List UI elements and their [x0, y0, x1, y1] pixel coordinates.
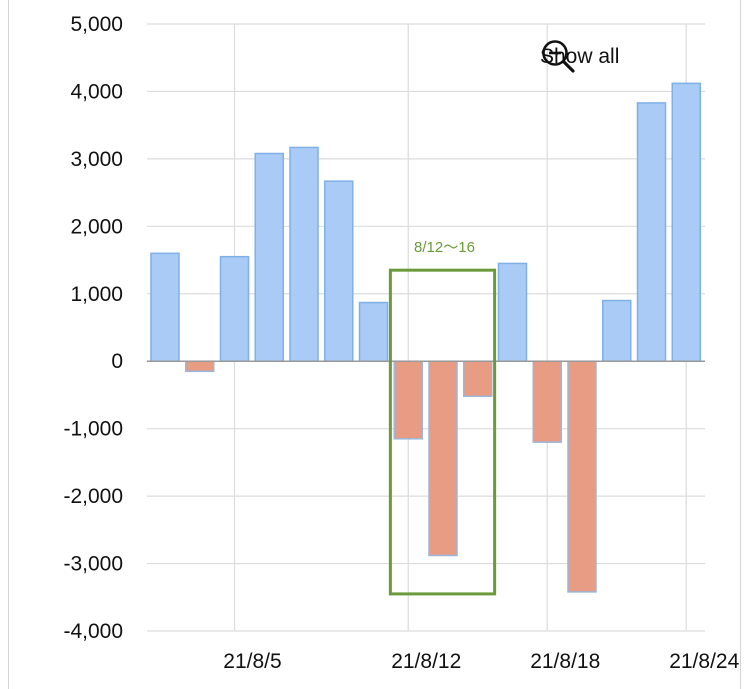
show-all-button[interactable]: Show all — [540, 38, 619, 76]
highlight-box — [388, 268, 497, 596]
y-tick-label: 2,000 — [70, 215, 123, 238]
y-tick-label: 1,000 — [70, 283, 123, 306]
y-tick-label: -4,000 — [63, 620, 123, 643]
y-tick-label: -3,000 — [63, 553, 123, 576]
bar[interactable] — [185, 360, 215, 373]
x-tick-label: 21/8/12 — [391, 650, 461, 673]
bar[interactable] — [463, 360, 493, 398]
bar[interactable] — [636, 102, 667, 362]
bar[interactable] — [289, 146, 319, 362]
bar[interactable] — [358, 301, 389, 362]
bar[interactable] — [254, 152, 284, 362]
y-tick-label: 3,000 — [70, 148, 123, 171]
x-tick-label: 21/8/24 — [669, 650, 739, 673]
zoom-out-icon — [542, 40, 575, 73]
y-tick-label: -2,000 — [63, 485, 123, 508]
bar[interactable] — [219, 255, 250, 362]
bar[interactable] — [393, 360, 423, 440]
x-tick-label: 21/8/5 — [223, 650, 281, 673]
bar[interactable] — [567, 360, 597, 593]
bar[interactable] — [324, 180, 354, 362]
y-tick-label: 4,000 — [70, 80, 123, 103]
y-tick-label: 5,000 — [70, 13, 123, 36]
y-tick-label: -1,000 — [63, 418, 123, 441]
bar[interactable] — [150, 252, 180, 362]
x-tick-label: 21/8/18 — [530, 650, 600, 673]
y-tick-label: 0 — [111, 350, 123, 373]
bar[interactable] — [602, 299, 632, 362]
highlight-label: 8/12〜16 — [414, 239, 475, 256]
panel-right-border — [740, 0, 741, 689]
panel-left-border — [8, 0, 9, 689]
bar[interactable] — [532, 360, 562, 443]
bar[interactable] — [671, 82, 701, 362]
bar[interactable] — [428, 360, 458, 557]
bar[interactable] — [497, 262, 528, 362]
